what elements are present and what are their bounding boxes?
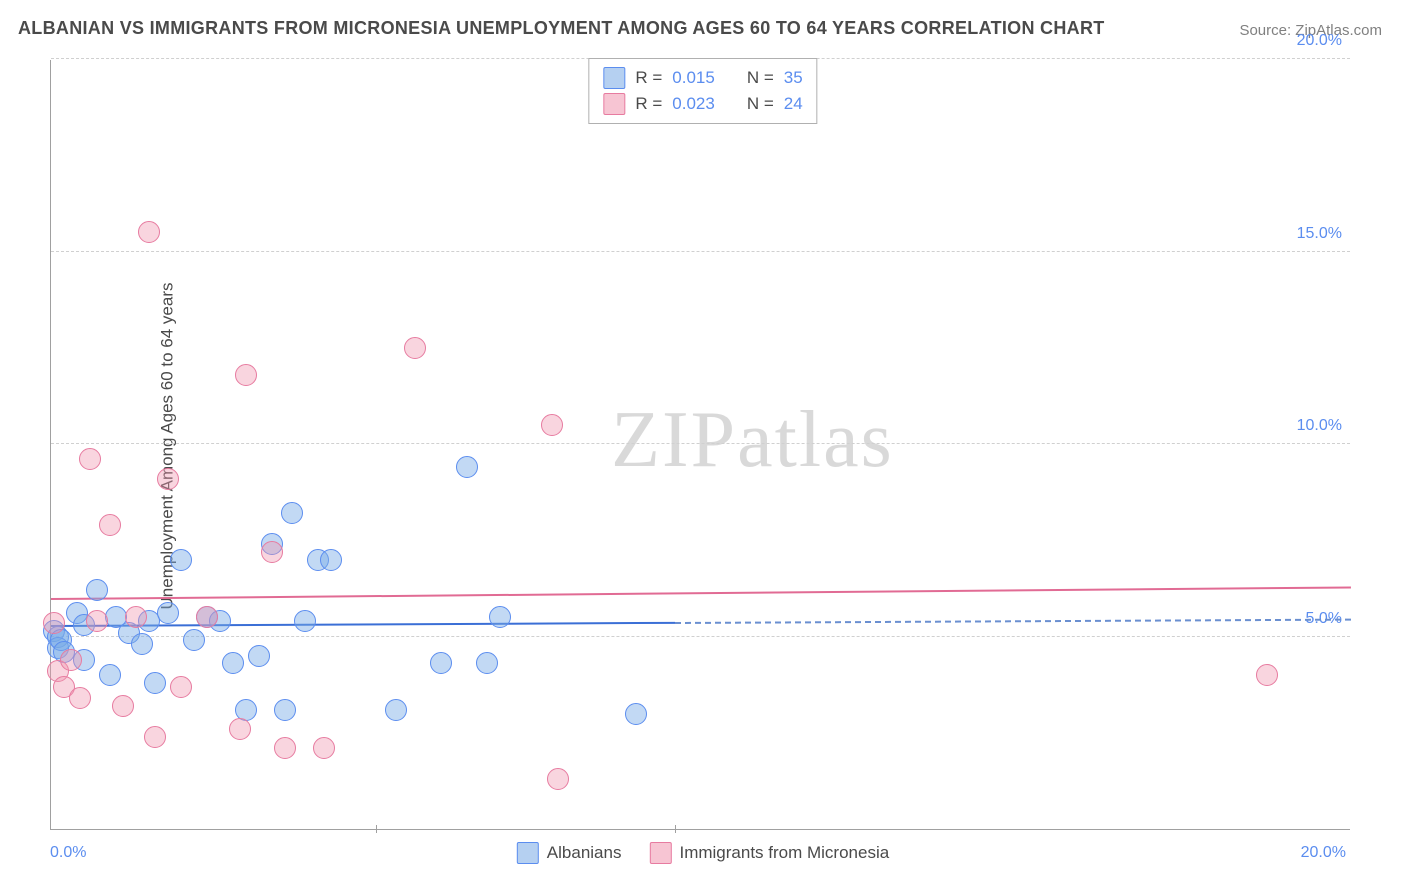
legend-swatch bbox=[649, 842, 671, 864]
data-point bbox=[144, 672, 166, 694]
series-legend-item: Immigrants from Micronesia bbox=[649, 842, 889, 864]
legend-r-label: R = bbox=[635, 94, 662, 114]
data-point bbox=[294, 610, 316, 632]
gridline bbox=[51, 251, 1350, 252]
data-point bbox=[170, 676, 192, 698]
data-point bbox=[60, 649, 82, 671]
data-point bbox=[541, 414, 563, 436]
legend-r-value: 0.015 bbox=[672, 68, 715, 88]
legend-row: R = 0.023 N = 24 bbox=[603, 91, 802, 117]
y-axis-tick: 10.0% bbox=[1297, 417, 1342, 435]
data-point bbox=[157, 602, 179, 624]
data-point bbox=[248, 645, 270, 667]
data-point bbox=[547, 768, 569, 790]
legend-n-value: 35 bbox=[784, 68, 803, 88]
legend-n-label: N = bbox=[747, 94, 774, 114]
y-axis-tick: 20.0% bbox=[1297, 32, 1342, 50]
data-point bbox=[320, 549, 342, 571]
data-point bbox=[430, 652, 452, 674]
gridline bbox=[51, 443, 1350, 444]
series-legend: Albanians Immigrants from Micronesia bbox=[517, 842, 889, 864]
legend-swatch bbox=[603, 93, 625, 115]
data-point bbox=[1256, 664, 1278, 686]
data-point bbox=[274, 737, 296, 759]
chart-title: ALBANIAN VS IMMIGRANTS FROM MICRONESIA U… bbox=[18, 18, 1105, 39]
data-point bbox=[99, 514, 121, 536]
x-axis-tick-max: 20.0% bbox=[1301, 844, 1346, 862]
data-point bbox=[222, 652, 244, 674]
data-point bbox=[86, 610, 108, 632]
gridline bbox=[51, 636, 1350, 637]
scatter-plot-area: ZIPatlas 5.0%10.0%15.0%20.0% bbox=[50, 60, 1350, 830]
watermark: ZIPatlas bbox=[611, 394, 894, 485]
data-point bbox=[144, 726, 166, 748]
data-point bbox=[261, 541, 283, 563]
legend-n-value: 24 bbox=[784, 94, 803, 114]
legend-swatch bbox=[603, 67, 625, 89]
legend-r-value: 0.023 bbox=[672, 94, 715, 114]
data-point bbox=[489, 606, 511, 628]
data-point bbox=[229, 718, 251, 740]
series-name: Immigrants from Micronesia bbox=[679, 843, 889, 863]
data-point bbox=[170, 549, 192, 571]
legend-row: R = 0.015 N = 35 bbox=[603, 65, 802, 91]
data-point bbox=[112, 695, 134, 717]
trend-line bbox=[51, 586, 1351, 600]
data-point bbox=[43, 612, 65, 634]
data-point bbox=[86, 579, 108, 601]
data-point bbox=[157, 468, 179, 490]
data-point bbox=[625, 703, 647, 725]
data-point bbox=[404, 337, 426, 359]
trend-line bbox=[675, 618, 1351, 623]
y-axis-tick: 15.0% bbox=[1297, 225, 1342, 243]
data-point bbox=[125, 606, 147, 628]
data-point bbox=[131, 633, 153, 655]
data-point bbox=[183, 629, 205, 651]
data-point bbox=[476, 652, 498, 674]
legend-r-label: R = bbox=[635, 68, 662, 88]
data-point bbox=[138, 221, 160, 243]
data-point bbox=[456, 456, 478, 478]
data-point bbox=[196, 606, 218, 628]
data-point bbox=[69, 687, 91, 709]
data-point bbox=[281, 502, 303, 524]
data-point bbox=[274, 699, 296, 721]
legend-n-label: N = bbox=[747, 68, 774, 88]
correlation-legend: R = 0.015 N = 35 R = 0.023 N = 24 bbox=[588, 58, 817, 124]
data-point bbox=[99, 664, 121, 686]
data-point bbox=[235, 364, 257, 386]
x-axis-minor-tick bbox=[675, 825, 676, 833]
data-point bbox=[313, 737, 335, 759]
data-point bbox=[385, 699, 407, 721]
x-axis-minor-tick bbox=[376, 825, 377, 833]
legend-swatch bbox=[517, 842, 539, 864]
x-axis-tick-min: 0.0% bbox=[50, 844, 86, 862]
series-legend-item: Albanians bbox=[517, 842, 622, 864]
data-point bbox=[79, 448, 101, 470]
series-name: Albanians bbox=[547, 843, 622, 863]
